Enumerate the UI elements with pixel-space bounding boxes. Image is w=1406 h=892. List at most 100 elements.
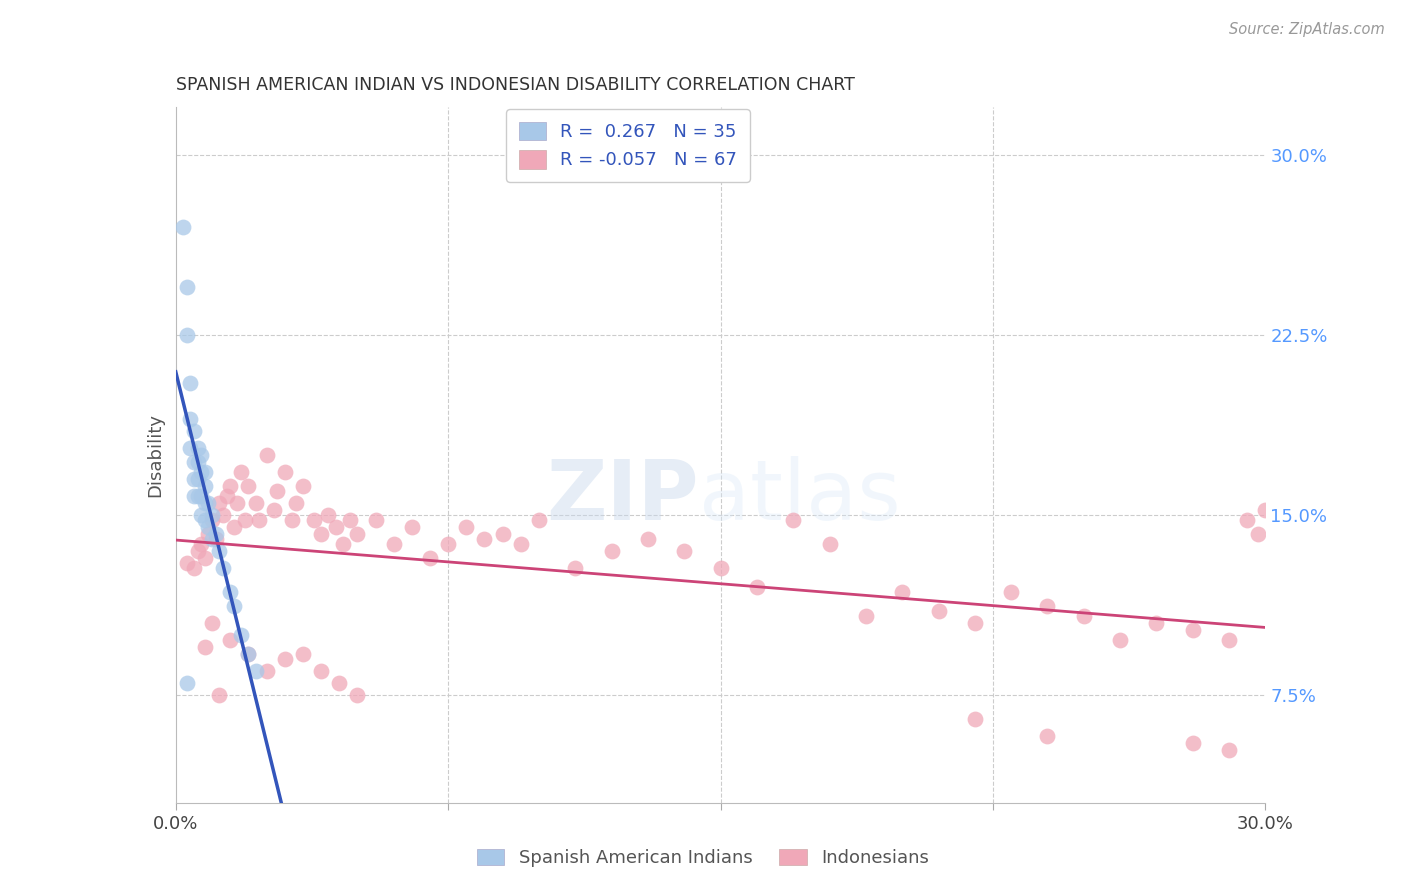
Point (172, 219, 194, 234)
Point (1218, 743, 1240, 757)
Point (1000, 584, 1022, 599)
Point (176, 328, 198, 343)
Legend: Spanish American Indians, Indonesians: Spanish American Indians, Indonesians (470, 841, 936, 874)
Point (238, 647, 260, 661)
Point (179, 412, 201, 426)
Point (183, 560, 205, 574)
Point (256, 664, 278, 678)
Point (186, 489, 209, 503)
Point (186, 544, 209, 558)
Point (745, 580, 768, 594)
Point (1109, 632, 1132, 647)
Point (291, 647, 314, 661)
Point (419, 551, 441, 566)
Point (208, 544, 231, 558)
Point (928, 604, 950, 618)
Point (194, 496, 217, 510)
Point (245, 664, 267, 678)
Point (291, 479, 314, 493)
Point (564, 560, 586, 574)
Point (527, 513, 550, 527)
Point (284, 496, 307, 510)
Point (1218, 632, 1240, 647)
Point (186, 455, 209, 469)
Point (183, 424, 205, 438)
Point (600, 544, 623, 558)
Point (247, 513, 270, 527)
Point (274, 652, 297, 666)
Point (673, 544, 696, 558)
Point (231, 628, 253, 642)
Point (179, 441, 201, 455)
Point (256, 448, 278, 462)
Point (963, 712, 986, 726)
Point (1247, 527, 1270, 541)
Point (332, 537, 354, 551)
Point (382, 537, 405, 551)
Point (194, 551, 217, 566)
Point (637, 532, 659, 546)
Point (263, 503, 285, 517)
Point (208, 688, 231, 702)
Point (190, 508, 212, 522)
Point (222, 599, 245, 613)
Point (325, 520, 347, 534)
Text: Source: ZipAtlas.com: Source: ZipAtlas.com (1229, 22, 1385, 37)
Point (194, 513, 217, 527)
Point (194, 479, 217, 493)
Text: ZIP: ZIP (547, 456, 699, 537)
Point (183, 455, 205, 469)
Point (222, 520, 245, 534)
Point (710, 560, 733, 574)
Point (176, 676, 198, 690)
Point (176, 556, 198, 570)
Point (339, 513, 361, 527)
Point (782, 513, 804, 527)
Point (346, 688, 368, 702)
Point (190, 448, 212, 462)
Point (186, 472, 209, 486)
Point (233, 513, 256, 527)
Point (318, 508, 340, 522)
Point (201, 508, 224, 522)
Point (208, 496, 231, 510)
Point (274, 465, 297, 479)
Point (281, 513, 304, 527)
Point (1254, 503, 1277, 517)
Point (328, 676, 350, 690)
Point (474, 532, 496, 546)
Point (212, 508, 235, 522)
Point (219, 584, 242, 599)
Point (190, 537, 212, 551)
Point (183, 489, 205, 503)
Point (1073, 608, 1095, 623)
Point (437, 537, 460, 551)
Point (190, 465, 212, 479)
Point (818, 537, 841, 551)
Point (891, 584, 914, 599)
Point (179, 376, 201, 390)
Point (197, 527, 219, 541)
Point (266, 483, 288, 498)
Point (194, 640, 217, 654)
Point (201, 532, 224, 546)
Point (197, 496, 219, 510)
Text: atlas: atlas (699, 456, 900, 537)
Point (201, 615, 224, 630)
Point (197, 520, 219, 534)
Point (1146, 615, 1168, 630)
Point (215, 489, 238, 503)
Point (186, 441, 209, 455)
Point (201, 513, 224, 527)
Point (855, 608, 877, 623)
Point (231, 465, 253, 479)
Point (190, 489, 212, 503)
Point (302, 513, 325, 527)
Point (492, 527, 515, 541)
Point (309, 664, 332, 678)
Point (219, 632, 242, 647)
Point (1036, 599, 1059, 613)
Point (238, 647, 260, 661)
Point (509, 537, 531, 551)
Text: SPANISH AMERICAN INDIAN VS INDONESIAN DISABILITY CORRELATION CHART: SPANISH AMERICAN INDIAN VS INDONESIAN DI… (176, 77, 855, 95)
